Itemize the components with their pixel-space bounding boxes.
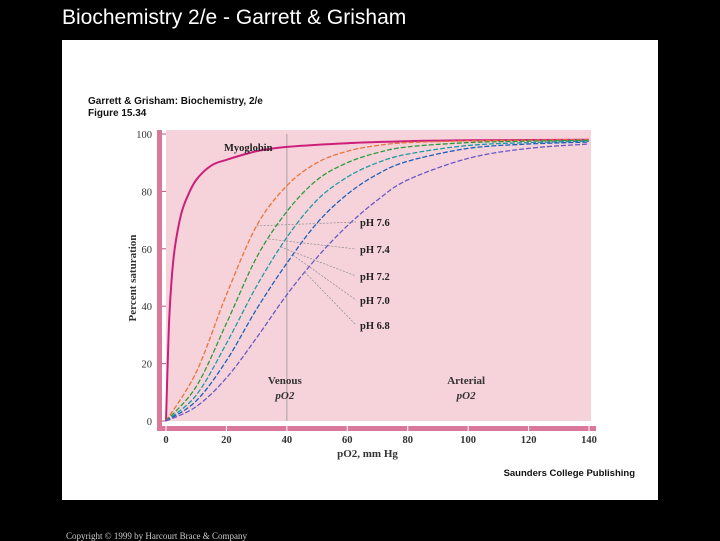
x-tick-label: 0 (163, 435, 168, 446)
x-tick-label: 100 (460, 435, 476, 446)
series-label-ph-7-6: pH 7.6 (360, 218, 390, 229)
leader-ph-7-6 (256, 221, 357, 227)
x-tick-label: 40 (282, 435, 293, 446)
venous-sublabel: pO2 (274, 390, 294, 402)
plot-area (166, 130, 591, 421)
leader-ph-6-8 (304, 272, 357, 326)
curve-ph-7-0 (165, 141, 590, 422)
y-tick-label: 40 (142, 302, 153, 313)
curve-ph-7-2 (165, 140, 590, 422)
series-label-ph-7-2: pH 7.2 (360, 272, 390, 283)
x-axis-title: pO2, mm Hg (337, 448, 398, 460)
y-tick-label: 20 (142, 360, 153, 371)
x-tick-label: 120 (521, 435, 537, 446)
x-tick-label: 80 (402, 435, 413, 446)
venous-label: Venous (268, 375, 303, 387)
leader-ph-7-4 (268, 238, 357, 250)
series-label-ph-7-0: pH 7.0 (360, 296, 390, 307)
y-axis-bar (157, 130, 162, 429)
x-tick-label: 140 (581, 435, 597, 446)
y-tick-label: 80 (142, 187, 153, 198)
series-label-myoglobin: Myoglobin (224, 143, 273, 154)
series-label-ph-6-8: pH 6.8 (360, 321, 390, 332)
arterial-sublabel: pO2 (456, 390, 476, 402)
series-label-ph-7-4: pH 7.4 (360, 245, 391, 256)
y-axis-title: Percent saturation (127, 235, 139, 322)
x-axis-bar (157, 426, 596, 431)
leader-ph-7-2 (280, 246, 357, 277)
copyright-notice: Copyright © 1999 by Harcourt Brace & Com… (66, 531, 248, 541)
figure-number: Figure 15.34 (88, 108, 147, 119)
curve-myoglobin (165, 138, 590, 422)
arterial-label: Arterial (447, 375, 485, 387)
x-tick-label: 60 (342, 435, 353, 446)
figure-header: Garrett & Grisham: Biochemistry, 2/e Fig… (88, 96, 263, 120)
y-tick-label: 0 (147, 417, 152, 428)
publisher-credit: Saunders College Publishing (503, 468, 635, 479)
slide-title: Biochemistry 2/e - Garrett & Grisham (62, 6, 407, 29)
y-tick-label: 100 (136, 130, 152, 141)
leader-ph-7-0 (292, 254, 357, 301)
y-tick-label: 60 (142, 245, 153, 256)
curve-ph-7-6 (165, 139, 590, 422)
curve-ph-6-8 (165, 143, 590, 422)
figure-source: Garrett & Grisham: Biochemistry, 2/e (88, 96, 263, 107)
curve-ph-7-4 (165, 139, 590, 422)
x-tick-label: 20 (221, 435, 232, 446)
